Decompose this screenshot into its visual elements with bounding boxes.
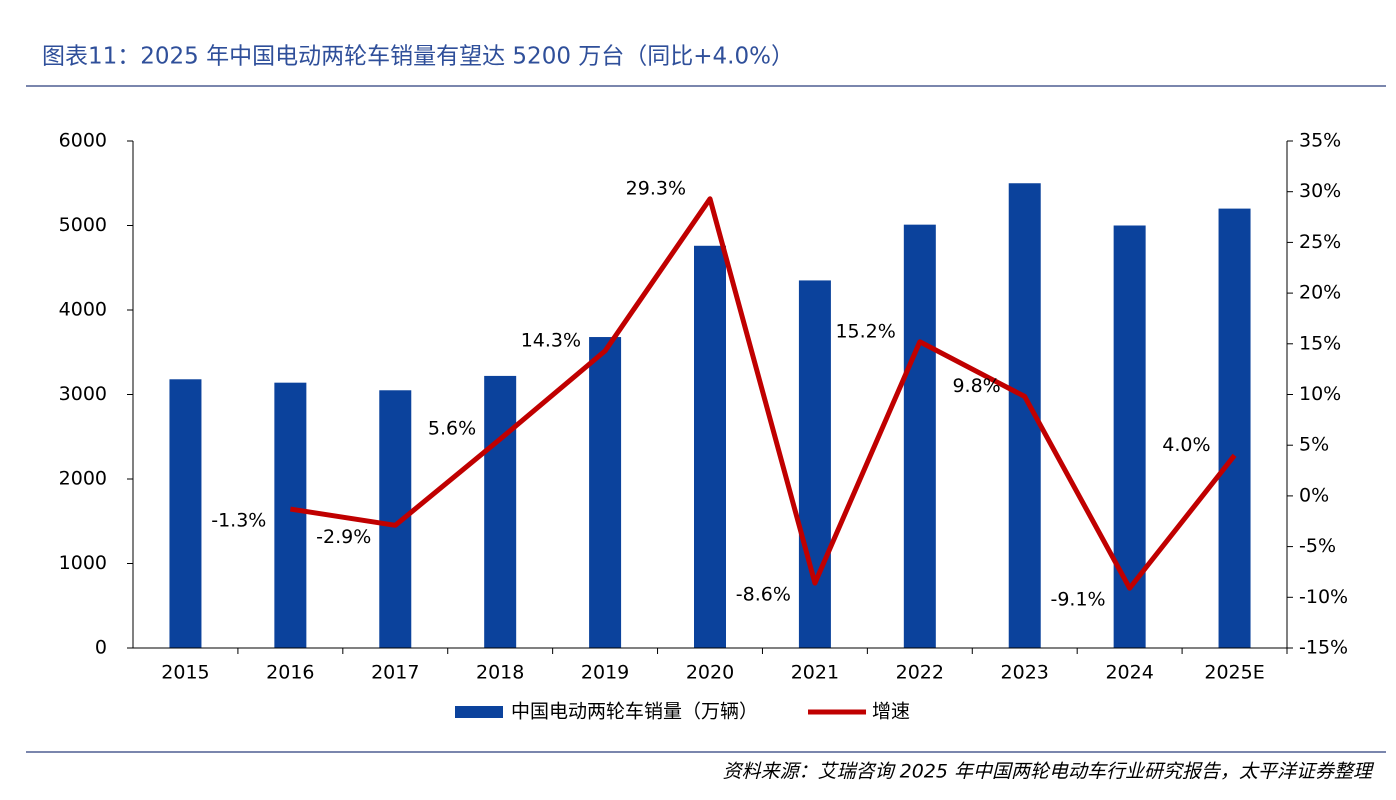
x-tick-label: 2025E — [1204, 662, 1264, 684]
y2-tick-label: -5% — [1299, 535, 1336, 557]
bar — [169, 379, 202, 648]
data-label: 5.6% — [428, 418, 476, 440]
legend-swatch — [455, 706, 503, 718]
bar — [589, 337, 622, 648]
x-tick-label: 2023 — [1001, 662, 1049, 684]
bar — [1218, 208, 1251, 648]
y-tick-label: 4000 — [59, 299, 107, 321]
x-tick-label: 2019 — [581, 662, 629, 684]
bar — [484, 375, 517, 648]
data-label: 29.3% — [626, 177, 686, 199]
bar — [903, 224, 936, 648]
x-tick-label: 2020 — [686, 662, 734, 684]
y2-tick-label: 35% — [1299, 130, 1341, 152]
bar — [694, 245, 726, 648]
y2-tick-label: -15% — [1299, 637, 1348, 659]
growth-line — [289, 196, 1237, 591]
y-tick-label: 6000 — [59, 130, 107, 152]
legend-label: 中国电动两轮车销量（万辆） — [511, 701, 758, 723]
data-label: 4.0% — [1162, 434, 1210, 456]
data-label: -1.3% — [211, 510, 266, 532]
y-tick-label: 2000 — [59, 468, 107, 490]
y2-tick-label: 25% — [1299, 231, 1341, 253]
y2-tick-label: 0% — [1299, 484, 1329, 506]
y-tick-label: 5000 — [59, 214, 107, 236]
data-label: -9.1% — [1050, 589, 1105, 611]
y-tick-label: 0 — [95, 637, 107, 659]
bar — [274, 382, 307, 648]
y-tick-label: 1000 — [59, 552, 107, 574]
y2-tick-label: 15% — [1299, 332, 1341, 354]
data-label: 9.8% — [952, 375, 1000, 397]
y2-tick-label: -10% — [1299, 586, 1348, 608]
data-label: 14.3% — [521, 329, 581, 351]
x-tick-label: 2021 — [791, 662, 839, 684]
y2-tick-label: 30% — [1299, 180, 1341, 202]
chart-title: 图表11：2025 年中国电动两轮车销量有望达 5200 万台（同比+4.0%） — [42, 44, 794, 70]
x-tick-label: 2018 — [476, 662, 524, 684]
legend-label: 增速 — [872, 701, 910, 723]
bar — [798, 280, 831, 648]
source-note: 资料来源：艾瑞咨询 2025 年中国两轮电动车行业研究报告，太平洋证券整理 — [723, 761, 1375, 783]
y-tick-label: 3000 — [59, 383, 107, 405]
data-label: -8.6% — [736, 584, 791, 606]
y2-tick-label: 5% — [1299, 434, 1329, 456]
x-tick-label: 2017 — [371, 662, 419, 684]
x-tick-label: 2022 — [896, 662, 944, 684]
x-tick-label: 2016 — [266, 662, 314, 684]
data-label: 15.2% — [835, 320, 895, 342]
y2-tick-label: 20% — [1299, 282, 1341, 304]
y2-tick-label: 10% — [1299, 383, 1341, 405]
x-tick-label: 2024 — [1105, 662, 1153, 684]
data-label: -2.9% — [316, 526, 371, 548]
x-tick-label: 2015 — [161, 662, 209, 684]
